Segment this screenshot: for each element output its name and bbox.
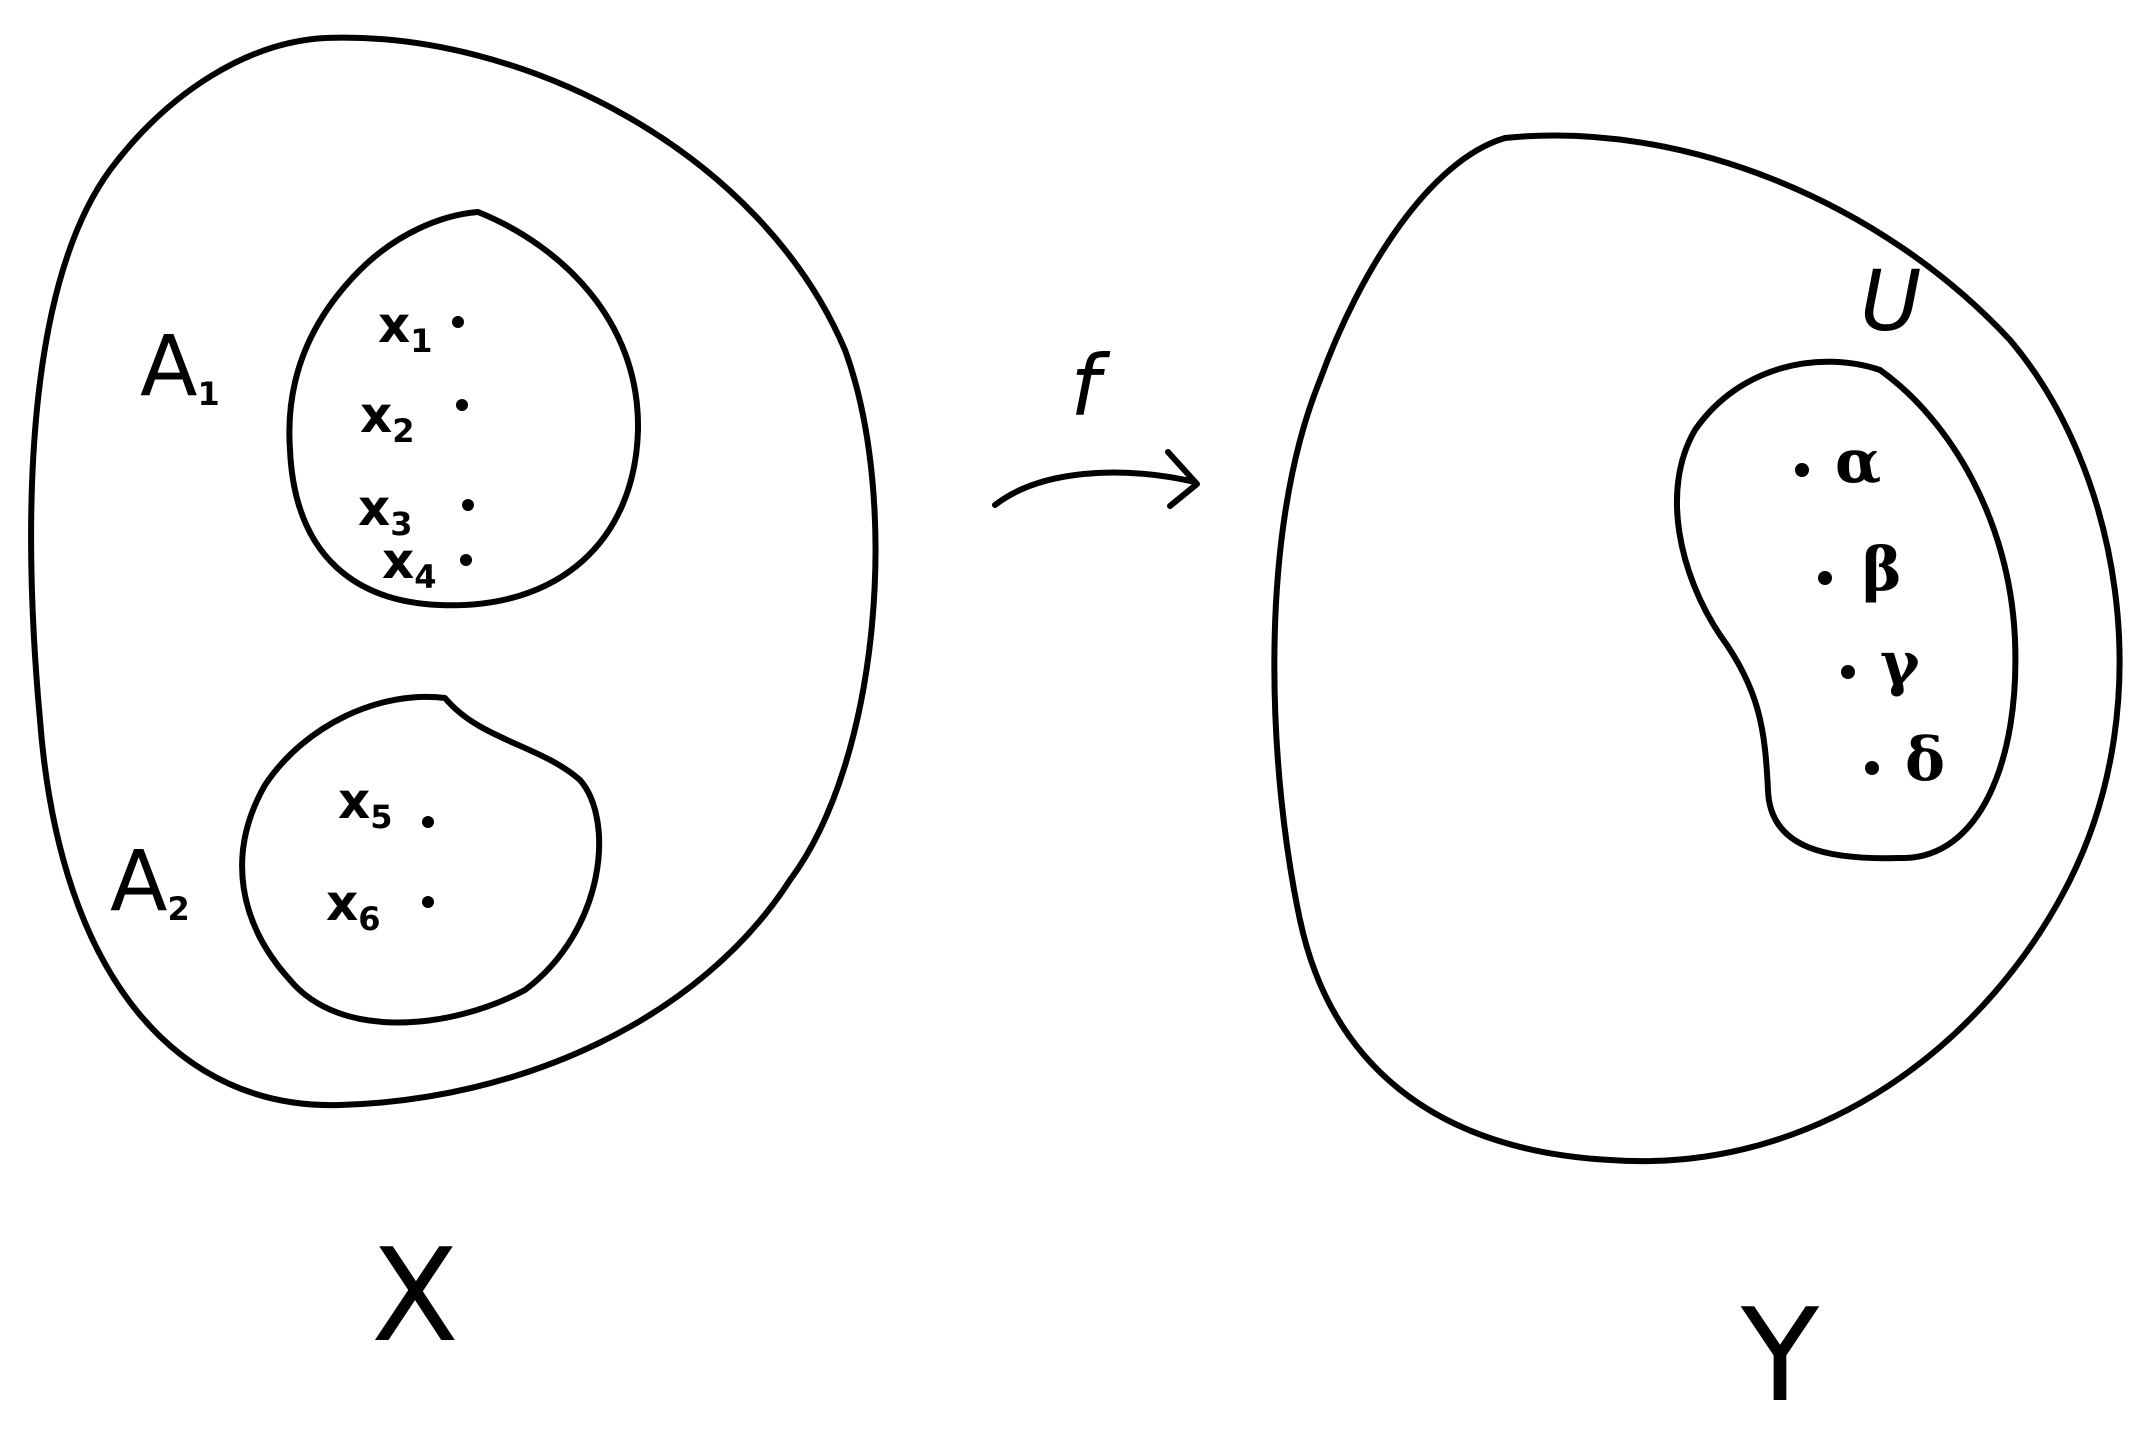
set-x-label: X bbox=[371, 1222, 459, 1371]
element-x2: x2 bbox=[360, 386, 468, 450]
subset-u-boundary bbox=[1673, 358, 2019, 862]
svg-text:x4: x4 bbox=[382, 532, 437, 596]
svg-text:x5: x5 bbox=[338, 772, 393, 836]
subset-a1-boundary bbox=[286, 209, 642, 609]
element-beta: β bbox=[1818, 535, 1902, 605]
subset-a1-label: A1 bbox=[140, 317, 220, 415]
element-alpha: α bbox=[1795, 427, 1881, 497]
element-x6: x6 bbox=[326, 874, 434, 938]
element-x5: x5 bbox=[338, 772, 434, 836]
element-gamma: γ bbox=[1841, 629, 1920, 699]
subset-a2-boundary bbox=[239, 693, 603, 1026]
element-x3: x3 bbox=[358, 479, 474, 543]
subset-u-label: U bbox=[1860, 252, 1921, 350]
svg-text:δ: δ bbox=[1905, 725, 1945, 795]
element-x4: x4 bbox=[382, 532, 472, 596]
svg-text:x1: x1 bbox=[378, 296, 433, 360]
set-y-boundary bbox=[1271, 132, 2123, 1165]
map-arrow bbox=[992, 469, 1198, 508]
map-arrowhead bbox=[1165, 449, 1200, 509]
set-x-boundary bbox=[28, 34, 879, 1109]
svg-text:β: β bbox=[1862, 535, 1902, 605]
element-x1: x1 bbox=[378, 296, 464, 360]
svg-text:x2: x2 bbox=[360, 386, 415, 450]
svg-text:x6: x6 bbox=[326, 874, 381, 938]
svg-text:α: α bbox=[1835, 427, 1881, 497]
set-y-label: Y bbox=[1740, 1282, 1820, 1431]
subset-a2-label: A2 bbox=[110, 832, 190, 930]
map-label: f bbox=[1070, 337, 1111, 435]
element-delta: δ bbox=[1865, 725, 1945, 795]
svg-text:γ: γ bbox=[1880, 629, 1920, 699]
svg-text:x3: x3 bbox=[358, 479, 413, 543]
